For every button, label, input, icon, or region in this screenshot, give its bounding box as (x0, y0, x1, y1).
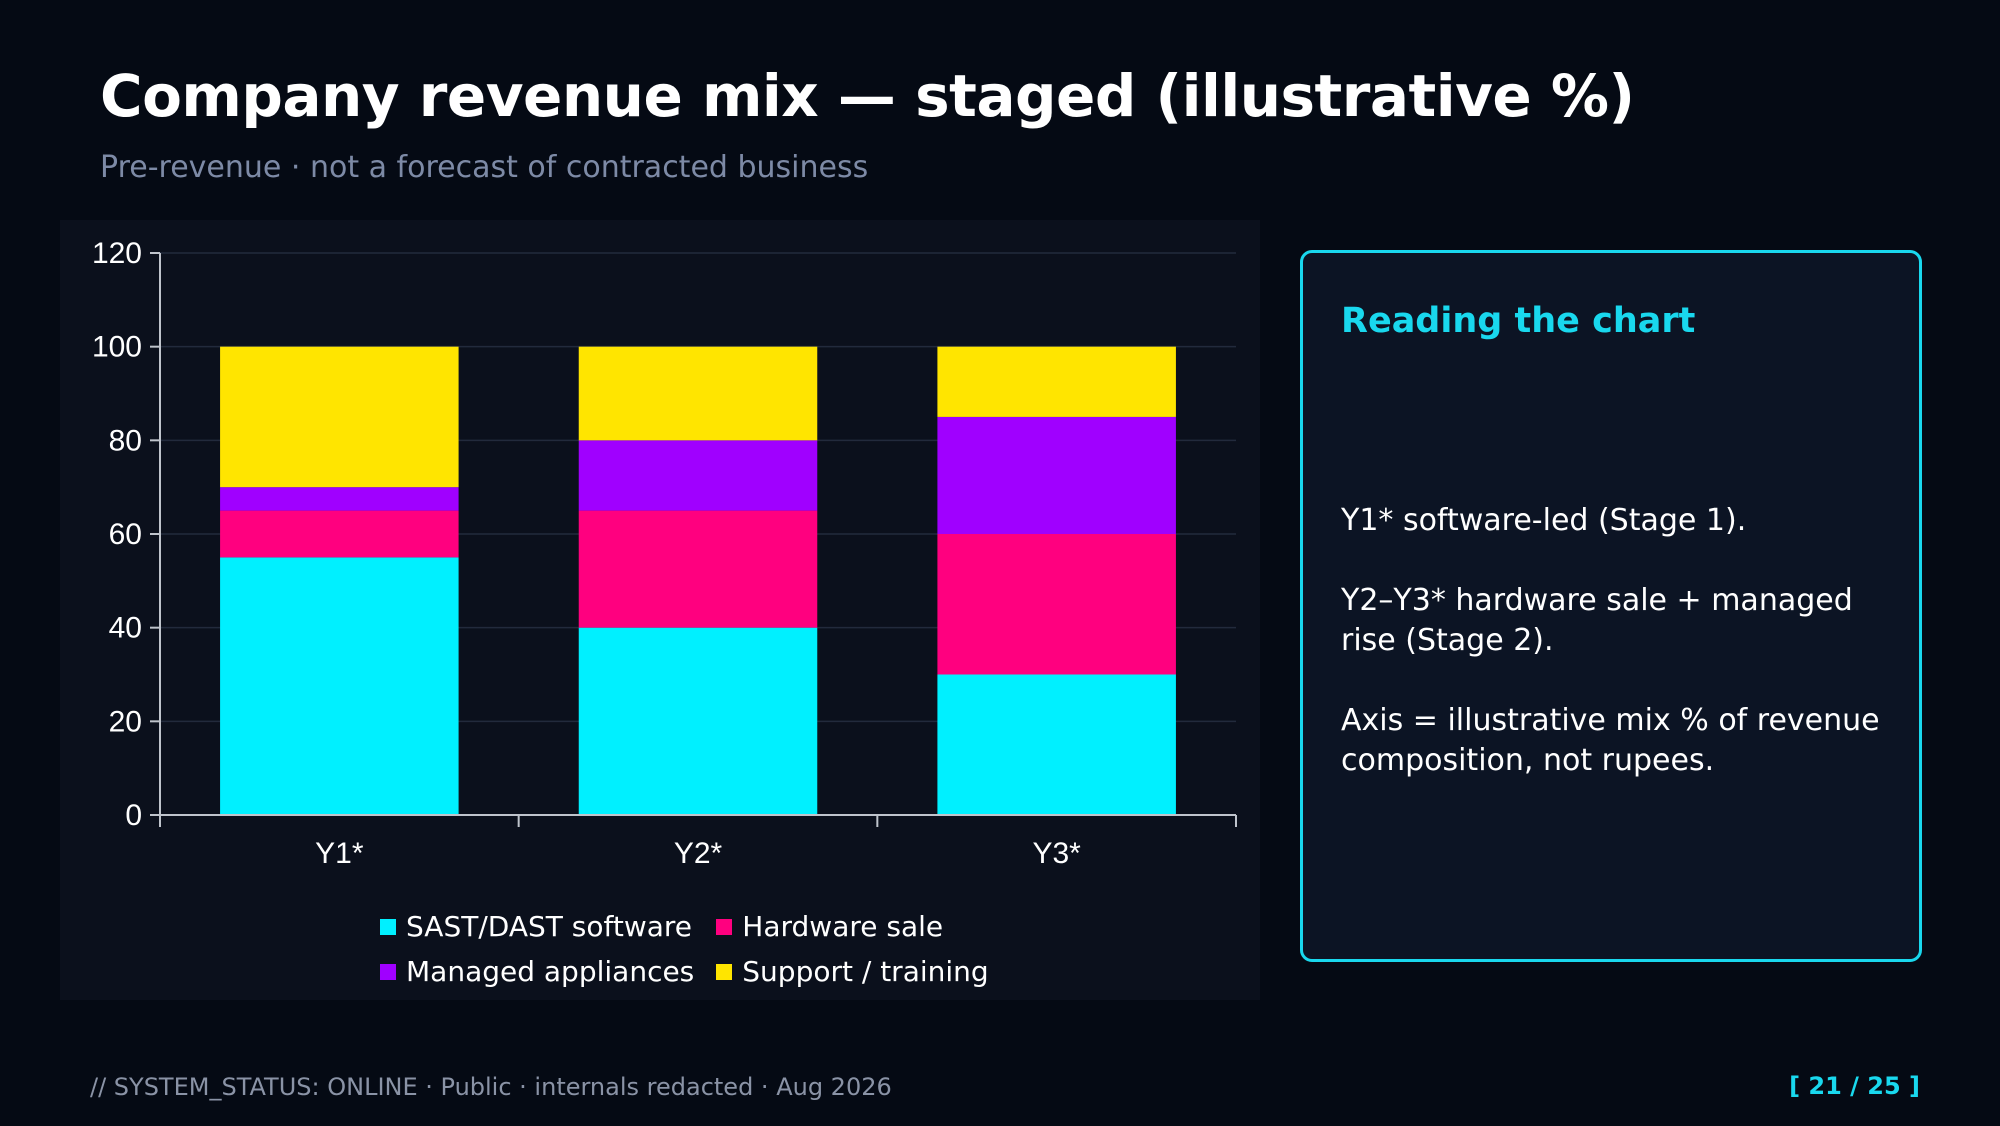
stacked-bar-chart: 0 20 40 60 80 100 120 Y1* Y2* Y3* (92, 237, 1237, 870)
y-tick-label: 80 (109, 424, 142, 457)
bar-segment (578, 510, 818, 628)
bar-segment (578, 440, 818, 511)
page-indicator: [ 21 / 25 ] (1789, 1072, 1920, 1100)
y-tick-label: 0 (125, 799, 142, 832)
bar-segment (578, 346, 818, 441)
bar-segment (220, 346, 459, 488)
y-tick-label: 120 (92, 237, 142, 270)
x-tick-label: Y3* (1032, 837, 1081, 870)
y-tick-label: 60 (109, 518, 142, 551)
note-body: Y1* software-led (Stage 1). Y2–Y3* hardw… (1341, 501, 1891, 821)
legend-label: Support / training (742, 955, 989, 988)
page-title: Company revenue mix — staged (illustrati… (100, 62, 1635, 130)
bar-segment (220, 557, 459, 815)
y-tick-label: 20 (109, 705, 142, 738)
y-tick-label: 40 (109, 612, 142, 645)
legend-swatch (380, 918, 396, 935)
note-line-axis: Axis = illustrative mix % of revenue com… (1341, 703, 1880, 778)
note-line-stage2: Y2–Y3* hardware sale + managed rise (Sta… (1341, 583, 1853, 658)
bar-segment (220, 487, 459, 511)
legend-item: Support / training (716, 955, 989, 988)
x-tick-label: Y2* (674, 837, 723, 870)
chart-panel: 0 20 40 60 80 100 120 Y1* Y2* Y3* SAST/DAST softw… (60, 220, 1260, 1000)
legend-item: SAST/DAST software (380, 910, 694, 943)
y-tick-label: 100 (92, 331, 142, 364)
bar-segment (937, 346, 1176, 417)
legend-item: Hardware sale (716, 910, 988, 943)
bar-segment (937, 534, 1176, 675)
page-subtitle: Pre-revenue · not a forecast of contract… (100, 150, 869, 185)
legend-label: SAST/DAST software (406, 910, 693, 943)
bar-segment (220, 510, 459, 558)
bar-segment (578, 627, 818, 815)
chart-legend: SAST/DAST software Hardware sale Managed a… (380, 910, 989, 988)
legend-item: Managed appliances (380, 955, 694, 988)
legend-swatch (716, 963, 733, 980)
reading-the-chart-card: Reading the chart Y1* software-led (Stag… (1300, 250, 1922, 962)
note-line-stage1: Y1* software-led (Stage 1). (1341, 503, 1747, 538)
x-tick-label: Y1* (315, 837, 364, 870)
legend-swatch (716, 918, 733, 935)
bar-segment (937, 416, 1176, 534)
note-title: Reading the chart (1341, 301, 1696, 341)
footer-status: // SYSTEM_STATUS: ONLINE · Public · inte… (90, 1073, 892, 1101)
bar-segment (937, 674, 1176, 815)
legend-label: Managed appliances (406, 955, 695, 988)
legend-label: Hardware sale (742, 910, 944, 943)
legend-swatch (380, 963, 396, 980)
